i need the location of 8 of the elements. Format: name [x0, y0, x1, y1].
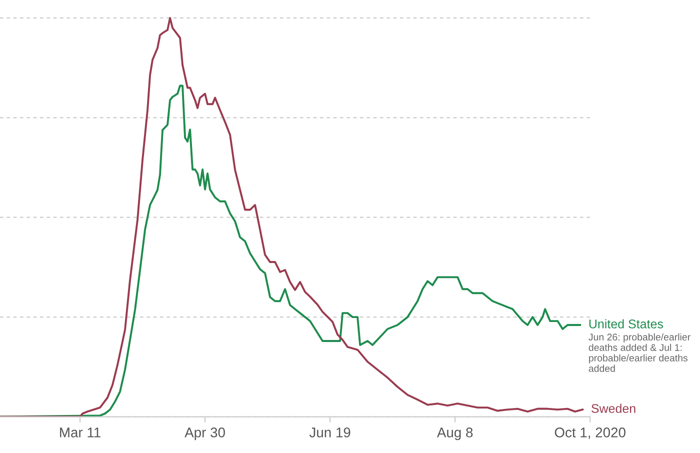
x-tick-label: Oct 1, 2020: [554, 428, 626, 440]
x-tick-label: Aug 8: [436, 428, 473, 440]
x-tick-label: Jun 19: [309, 428, 350, 438]
series-label: Sweden: [592, 404, 636, 413]
annotation: Jun 26: probable/earlier deaths added & Jul 1: probable/earlier deaths added: [588, 333, 690, 372]
x-tick-label: Mar 11: [60, 428, 100, 438]
x-tick-label: Apr 30: [184, 428, 225, 440]
series-label: United States: [589, 319, 664, 328]
